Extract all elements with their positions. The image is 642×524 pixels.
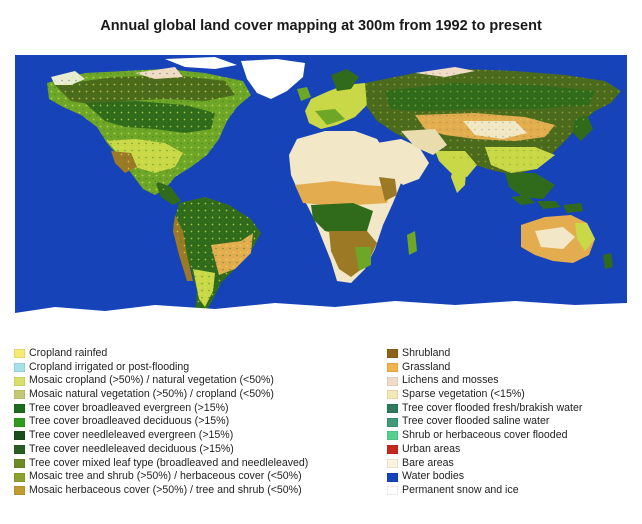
legend-label: Lichens and mosses — [402, 374, 499, 387]
legend-label: Mosaic herbaceous cover (>50%) / tree an… — [29, 483, 302, 496]
legend-swatch — [387, 445, 398, 455]
legend-swatch — [387, 376, 398, 386]
legend-item: Shrubland — [387, 347, 637, 361]
legend-swatch — [14, 472, 25, 482]
legend-label: Mosaic tree and shrub (>50%) / herbaceou… — [29, 470, 302, 483]
legend-label: Mosaic cropland (>50%) / natural vegetat… — [29, 374, 274, 387]
legend-label: Bare areas — [402, 456, 454, 469]
iran-region — [401, 129, 447, 155]
legend-item: Lichens and mosses — [387, 374, 637, 388]
legend-swatch — [14, 458, 25, 468]
legend-swatch — [387, 486, 398, 496]
legend-swatch — [387, 404, 398, 414]
land-cover-map-svg — [15, 55, 627, 343]
legend-swatch — [387, 431, 398, 441]
legend-swatch — [14, 349, 25, 359]
legend-label: Cropland irrigated or post-flooding — [29, 360, 190, 373]
indonesia — [511, 195, 583, 213]
legend-right-column: Shrubland Grassland Lichens and mosses Spar… — [387, 347, 637, 498]
legend-item: Water bodies — [387, 470, 637, 484]
greenland — [241, 59, 305, 99]
legend-item: Permanent snow and ice — [387, 484, 637, 498]
africa — [289, 131, 417, 283]
legend-label: Tree cover needleleaved deciduous (>15%) — [29, 442, 234, 455]
legend-label: Tree cover broadleaved evergreen (>15%) — [29, 401, 229, 414]
legend-left-column: Cropland rainfed Cropland irrigated or po… — [14, 347, 386, 498]
legend-label: Tree cover flooded saline water — [402, 415, 550, 428]
legend-swatch — [14, 417, 25, 427]
legend-label: Water bodies — [402, 470, 465, 483]
legend-item: Cropland irrigated or post-flooding — [14, 361, 386, 375]
legend-label: Shrubland — [402, 347, 451, 359]
legend-item: Tree cover broadleaved evergreen (>15%) — [14, 402, 386, 416]
legend-item: Tree cover mixed leaf type (broadleaved … — [14, 457, 386, 471]
legend-item: Urban areas — [387, 443, 637, 457]
antarctica — [15, 301, 627, 343]
legend-label: Tree cover flooded fresh/brakish water — [402, 401, 583, 414]
legend-swatch — [14, 363, 25, 373]
legend-swatch — [14, 431, 25, 441]
legend-item: Tree cover needleleaved deciduous (>15%) — [14, 443, 386, 457]
legend-item: Tree cover flooded fresh/brakish water — [387, 402, 637, 416]
europe — [297, 69, 375, 129]
legend-item: Tree cover flooded saline water — [387, 415, 637, 429]
legend-label: Tree cover broadleaved deciduous (>15%) — [29, 415, 230, 428]
map-title: Annual global land cover mapping at 300m… — [100, 18, 542, 34]
legend-label: Shrub or herbaceous cover flooded — [402, 429, 568, 442]
south-america — [173, 197, 261, 317]
legend-item: Bare areas — [387, 457, 637, 471]
legend-label: Tree cover needleleaved evergreen (>15%) — [29, 429, 234, 442]
legend-item: Grassland — [387, 361, 637, 375]
legend-label: Cropland rainfed — [29, 347, 108, 359]
legend-swatch — [387, 390, 398, 400]
legend-swatch — [387, 417, 398, 427]
legend-item: Mosaic cropland (>50%) / natural vegetat… — [14, 374, 386, 388]
legend-item: Cropland rainfed — [14, 347, 386, 361]
north-america — [47, 67, 251, 205]
arctic-islands — [165, 57, 237, 69]
legend-label: Sparse vegetation (<15%) — [402, 388, 525, 401]
world-land-cover-map — [15, 55, 627, 343]
legend-swatch — [14, 445, 25, 455]
legend-label: Tree cover mixed leaf type (broadleaved … — [29, 456, 309, 469]
legend-item: Sparse vegetation (<15%) — [387, 388, 637, 402]
legend-swatch — [387, 472, 398, 482]
legend-label: Grassland — [402, 360, 451, 373]
legend-item: Tree cover needleleaved evergreen (>15%) — [14, 429, 386, 443]
legend-item: Shrub or herbaceous cover flooded — [387, 429, 637, 443]
legend-swatch — [387, 349, 398, 359]
legend-label: Urban areas — [402, 442, 461, 455]
legend-swatch — [387, 458, 398, 468]
legend-item: Mosaic tree and shrub (>50%) / herbaceou… — [14, 470, 386, 484]
legend-label: Mosaic natural vegetation (>50%) / cropl… — [29, 388, 274, 401]
legend-item: Mosaic herbaceous cover (>50%) / tree an… — [14, 484, 386, 498]
australia — [521, 215, 613, 269]
legend-swatch — [14, 404, 25, 414]
legend-swatch — [14, 390, 25, 400]
legend-label: Permanent snow and ice — [402, 483, 519, 496]
legend-swatch — [387, 363, 398, 373]
legend-swatch — [14, 486, 25, 496]
legend-item: Tree cover broadleaved deciduous (>15%) — [14, 415, 386, 429]
legend-swatch — [14, 376, 25, 386]
legend-item: Mosaic natural vegetation (>50%) / cropl… — [14, 388, 386, 402]
